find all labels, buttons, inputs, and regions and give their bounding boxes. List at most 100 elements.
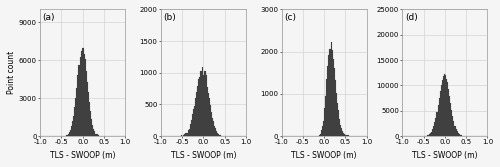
Bar	[332, 59, 334, 136]
Bar	[321, 130, 322, 136]
Bar	[78, 65, 80, 136]
X-axis label: TLS - SWOOP (m): TLS - SWOOP (m)	[170, 151, 236, 160]
Bar	[319, 135, 320, 136]
Bar	[190, 120, 192, 136]
Bar	[338, 110, 339, 136]
Bar	[335, 80, 336, 136]
Bar	[434, 122, 436, 136]
Bar	[438, 98, 440, 136]
Bar	[208, 98, 210, 136]
Bar	[67, 135, 68, 136]
Bar	[220, 135, 222, 136]
Bar	[212, 118, 213, 136]
Bar	[214, 126, 215, 136]
Bar	[320, 134, 321, 136]
Text: (c): (c)	[284, 13, 296, 22]
Bar	[461, 135, 462, 136]
X-axis label: TLS - SWOOP (m): TLS - SWOOP (m)	[412, 151, 478, 160]
Bar	[66, 135, 67, 136]
Bar	[449, 96, 450, 136]
Bar	[73, 116, 74, 136]
Bar	[181, 135, 182, 136]
Bar	[450, 103, 452, 136]
Bar	[340, 125, 341, 136]
Bar	[447, 82, 448, 136]
Y-axis label: Point count: Point count	[7, 51, 16, 94]
Bar	[330, 42, 332, 136]
Bar	[342, 131, 344, 136]
Bar	[80, 51, 82, 136]
Bar	[443, 76, 444, 136]
Bar	[444, 74, 445, 136]
X-axis label: TLS - SWOOP (m): TLS - SWOOP (m)	[292, 151, 357, 160]
Bar	[341, 128, 342, 136]
Bar	[454, 126, 456, 136]
Bar	[458, 134, 460, 136]
Bar	[442, 80, 443, 136]
Bar	[213, 121, 214, 136]
Bar	[85, 59, 86, 136]
Bar	[325, 96, 326, 136]
Bar	[69, 132, 70, 136]
Bar	[188, 129, 190, 136]
Bar	[82, 48, 84, 136]
Bar	[431, 132, 432, 136]
Bar	[328, 55, 330, 136]
Text: (d): (d)	[405, 13, 417, 22]
Bar	[68, 134, 69, 136]
Bar	[446, 79, 447, 136]
Bar	[216, 131, 217, 136]
Bar	[324, 108, 325, 136]
Bar	[218, 134, 220, 136]
Bar	[337, 103, 338, 136]
Bar	[88, 93, 89, 136]
Bar	[202, 67, 203, 136]
Bar	[196, 92, 197, 136]
Text: (a): (a)	[42, 13, 55, 22]
Bar	[198, 79, 199, 136]
Bar	[346, 135, 348, 136]
Bar	[445, 75, 446, 136]
Bar	[89, 102, 90, 136]
Bar	[195, 98, 196, 136]
Bar	[74, 107, 76, 136]
Bar	[428, 135, 429, 136]
Bar	[96, 134, 98, 136]
Bar	[448, 89, 449, 136]
Bar	[186, 133, 188, 136]
Bar	[436, 112, 438, 136]
Bar	[206, 87, 208, 136]
Bar	[432, 129, 434, 136]
Bar	[87, 82, 88, 136]
Bar	[456, 131, 458, 136]
Bar	[210, 105, 211, 136]
Bar	[344, 134, 346, 136]
Bar	[334, 68, 335, 136]
Bar	[193, 109, 194, 136]
Bar	[322, 126, 323, 136]
Bar	[86, 71, 87, 136]
Bar	[336, 93, 337, 136]
Bar	[184, 134, 186, 136]
X-axis label: TLS - SWOOP (m): TLS - SWOOP (m)	[50, 151, 116, 160]
Bar	[440, 85, 442, 136]
Bar	[427, 135, 428, 136]
Bar	[211, 112, 212, 136]
Bar	[90, 111, 91, 136]
Bar	[339, 119, 340, 136]
Bar	[76, 88, 78, 136]
Bar	[323, 121, 324, 136]
Bar	[215, 128, 216, 136]
Bar	[84, 54, 85, 136]
Bar	[194, 106, 195, 136]
Bar	[92, 125, 94, 136]
Bar	[94, 131, 96, 136]
Bar	[452, 116, 454, 136]
Bar	[429, 134, 430, 136]
Bar	[204, 71, 206, 136]
Bar	[192, 114, 193, 136]
Bar	[91, 119, 92, 136]
Bar	[199, 77, 200, 136]
Text: (b): (b)	[164, 13, 176, 22]
Bar	[71, 126, 72, 136]
